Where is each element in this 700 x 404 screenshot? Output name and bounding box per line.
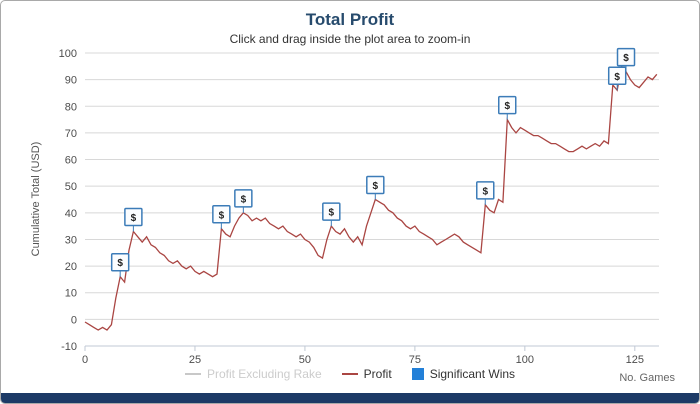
y-tick-label: 30 (65, 234, 77, 246)
legend: Profit Excluding Rake Profit Significant W… (1, 367, 699, 381)
profit-line (84, 64, 658, 331)
flag-label: $ (241, 194, 247, 205)
y-tick-label: 90 (65, 75, 77, 87)
significant-win-flag[interactable]: $ (607, 66, 627, 91)
x-tick-label: 25 (189, 354, 201, 366)
legend-swatch-profit (341, 373, 358, 375)
legend-label-profit-excluding-rake: Profit Excluding Rake (206, 367, 322, 381)
x-tick-label: 75 (409, 354, 421, 366)
significant-win-flag[interactable]: $ (616, 47, 636, 72)
significant-win-flag[interactable]: $ (212, 205, 231, 229)
flag-label: $ (117, 258, 123, 269)
x-tick-label: 0 (82, 354, 88, 366)
flag-label: $ (373, 181, 379, 192)
legend-label-significant-wins: Significant Wins (429, 367, 516, 381)
x-axis-title: No. Games (619, 372, 675, 384)
flag-box (212, 205, 231, 224)
legend-item-profit[interactable]: Profit (341, 367, 392, 381)
chart-title: Total Profit (305, 10, 395, 29)
legend-label-profit: Profit (363, 367, 392, 381)
y-tick-label: 100 (59, 48, 77, 60)
y-axis-title: Cumulative Total (USD) (30, 141, 42, 257)
significant-win-flag[interactable]: $ (234, 189, 253, 213)
y-tick-label: 80 (65, 101, 77, 113)
flag-box (498, 95, 517, 115)
flag-label: $ (504, 101, 510, 112)
significant-win-flag[interactable]: $ (366, 175, 385, 200)
flag-box (476, 181, 495, 200)
flag-label: $ (623, 53, 629, 64)
flag-box (124, 207, 143, 227)
significant-win-flag[interactable]: $ (322, 202, 341, 227)
y-tick-label: 60 (65, 155, 77, 167)
flag-label: $ (329, 208, 335, 219)
y-tick-label: 10 (65, 288, 77, 300)
legend-swatch-profit-excluding-rake (184, 373, 201, 375)
window-footer-bar (1, 393, 699, 403)
y-tick-label: 70 (65, 128, 77, 140)
flag-box (616, 47, 636, 67)
y-tick-label: 50 (65, 181, 77, 193)
legend-item-profit-excluding-rake[interactable]: Profit Excluding Rake (184, 367, 322, 381)
significant-win-flag[interactable]: $ (498, 95, 517, 120)
x-tick-label: 50 (299, 354, 311, 366)
y-tick-label: 20 (65, 261, 77, 273)
legend-item-significant-wins[interactable]: Significant Wins (411, 367, 516, 381)
flag-label: $ (614, 72, 620, 83)
significant-win-flag[interactable]: $ (124, 207, 143, 232)
significant-win-flag[interactable]: $ (476, 181, 495, 205)
x-tick-label: 100 (516, 354, 534, 366)
significant-win-flag[interactable]: $ (110, 252, 130, 277)
y-tick-label: -10 (61, 341, 77, 353)
x-tick-label: 125 (626, 354, 644, 366)
flag-label: $ (131, 213, 137, 224)
flag-label: $ (482, 186, 488, 197)
flag-box (110, 252, 130, 272)
chart-subtitle: Click and drag inside the plot area to z… (229, 32, 471, 46)
flag-label: $ (219, 210, 225, 221)
y-tick-label: 0 (71, 314, 77, 326)
flag-box (607, 66, 627, 86)
y-tick-label: 40 (65, 208, 77, 220)
flag-box (322, 202, 341, 221)
legend-swatch-significant-wins (411, 368, 424, 380)
flag-box (366, 175, 385, 195)
flag-box (234, 189, 253, 208)
